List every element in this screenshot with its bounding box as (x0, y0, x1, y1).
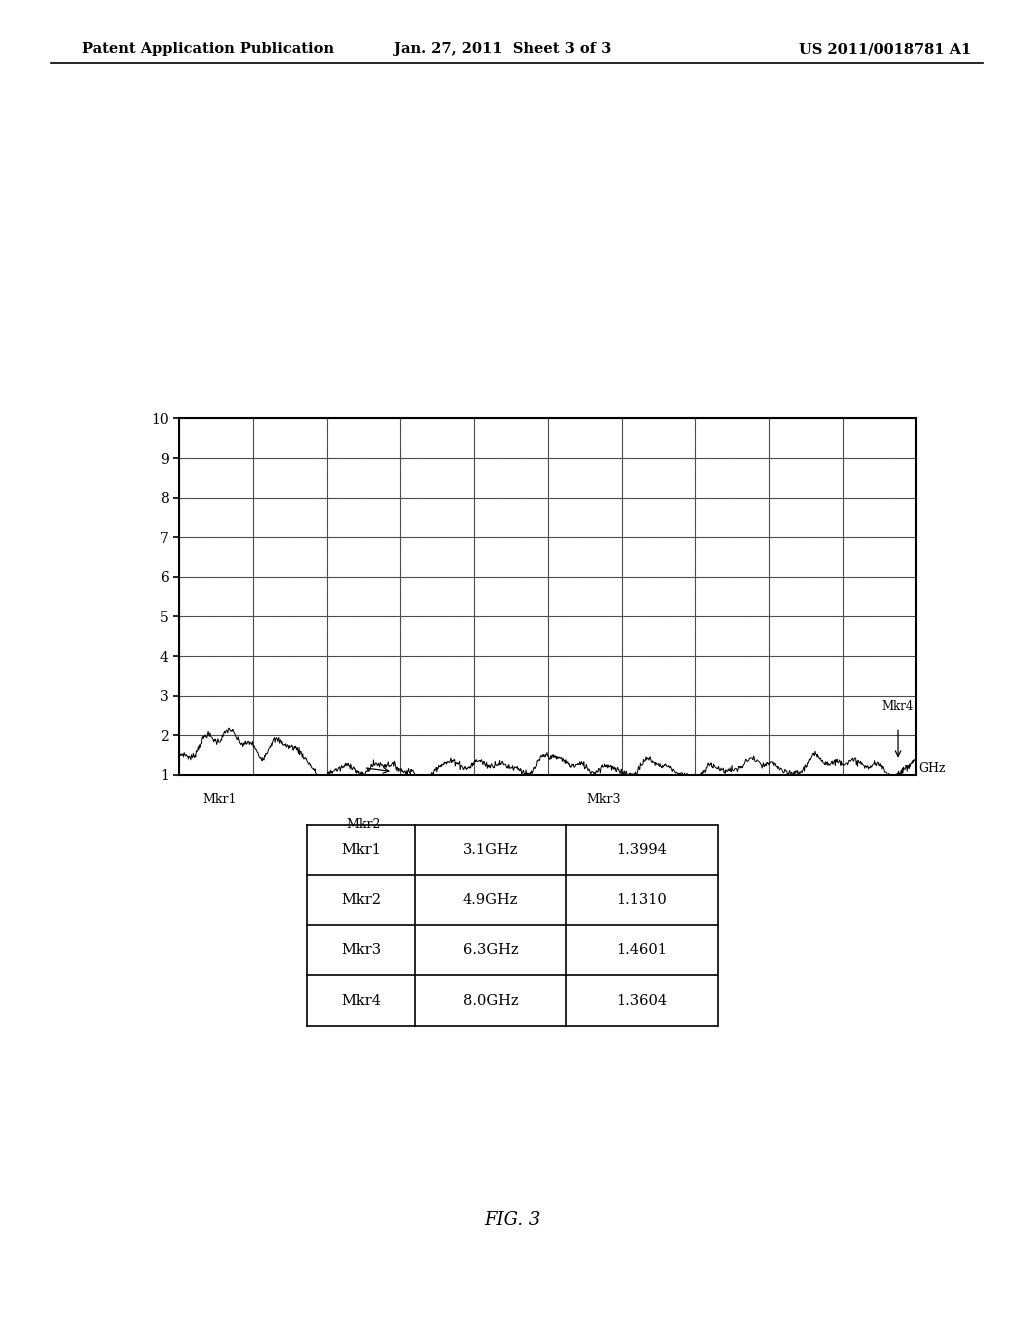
Text: US 2011/0018781 A1: US 2011/0018781 A1 (799, 42, 971, 57)
Text: Mkr1: Mkr1 (203, 792, 237, 805)
Text: 1.4601: 1.4601 (616, 944, 668, 957)
Text: 8.0GHz: 8.0GHz (463, 994, 518, 1007)
Text: 4.9GHz: 4.9GHz (463, 894, 518, 907)
Text: Mkr2: Mkr2 (346, 817, 381, 830)
Text: 6.3GHz: 6.3GHz (463, 944, 518, 957)
Text: Jan. 27, 2011  Sheet 3 of 3: Jan. 27, 2011 Sheet 3 of 3 (394, 42, 611, 57)
Text: 1.1310: 1.1310 (616, 894, 668, 907)
Text: Mkr3: Mkr3 (586, 792, 621, 805)
Text: FIG. 3: FIG. 3 (483, 1210, 541, 1229)
Text: Mkr3: Mkr3 (341, 944, 381, 957)
Text: Mkr4: Mkr4 (341, 994, 381, 1007)
Text: 3.1GHz: 3.1GHz (463, 843, 518, 857)
Text: 1.3604: 1.3604 (616, 994, 668, 1007)
Text: Mkr4: Mkr4 (882, 701, 914, 713)
Text: Mkr2: Mkr2 (341, 894, 381, 907)
Text: Mkr1: Mkr1 (341, 843, 381, 857)
Text: GHz: GHz (919, 762, 946, 775)
Text: Patent Application Publication: Patent Application Publication (82, 42, 334, 57)
Text: 1.3994: 1.3994 (616, 843, 668, 857)
